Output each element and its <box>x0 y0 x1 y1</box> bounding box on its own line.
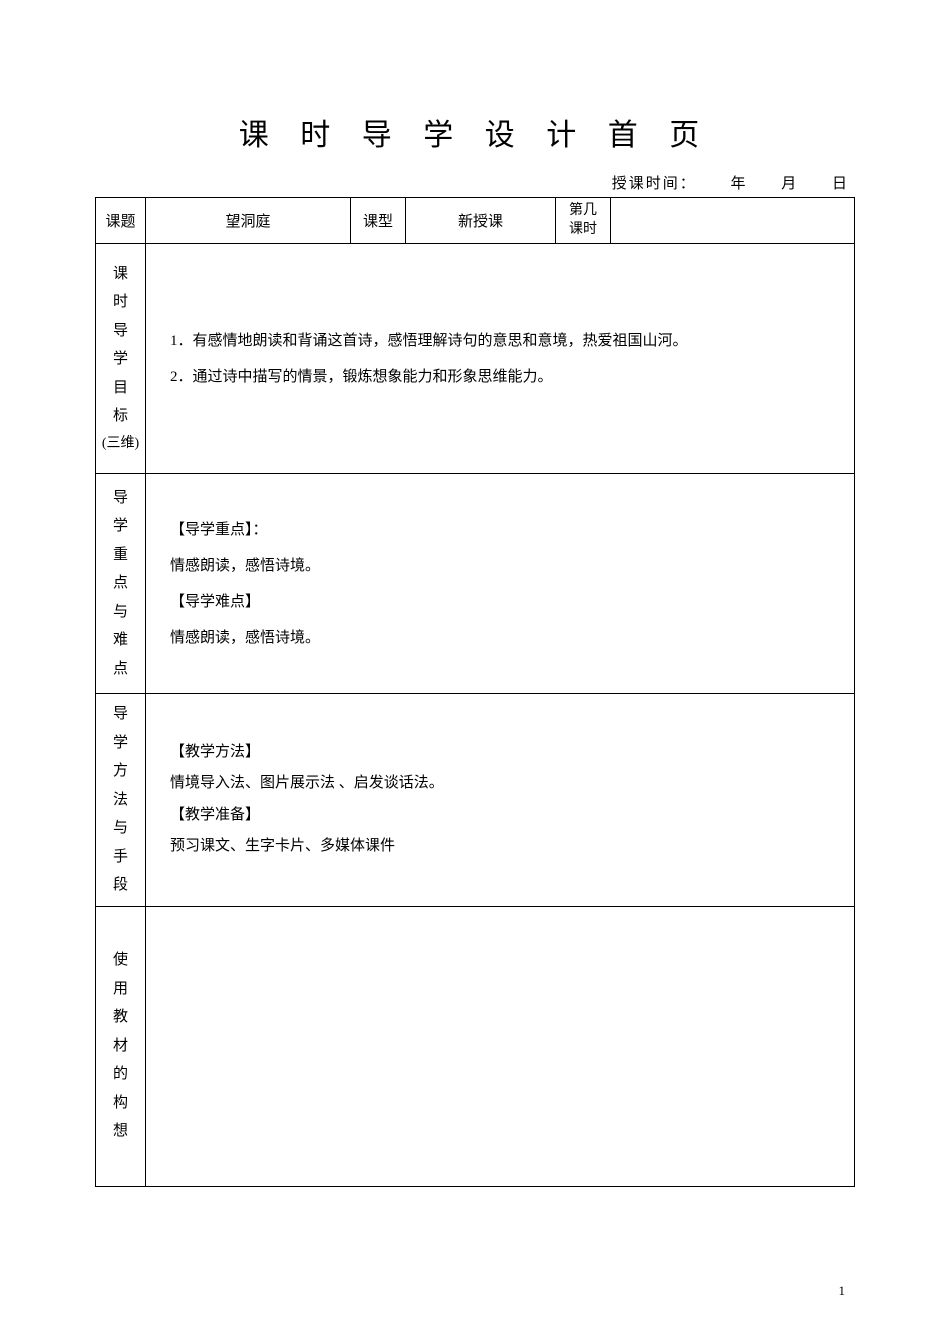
time-year-label: 年 <box>730 176 747 192</box>
time-prefix: 授课时间： <box>612 176 697 192</box>
row-material-concept: 使 用 教 材 的 构 想 <box>96 906 855 1186</box>
label-material-concept: 使 用 教 材 的 构 想 <box>96 906 146 1186</box>
content-material-concept <box>146 906 855 1186</box>
label-methods: 导 学 方 法 与 手 段 <box>96 694 146 907</box>
hdr-period-label-l1: 第几 <box>569 203 597 218</box>
hdr-period-label: 第几 课时 <box>556 198 611 244</box>
methods-line: 【教学方法】 <box>170 737 830 769</box>
hdr-topic-label: 课题 <box>96 198 146 244</box>
hdr-type-value: 新授课 <box>406 198 556 244</box>
methods-line: 预习课文、生字卡片、多媒体课件 <box>170 831 830 863</box>
time-day-label: 日 <box>832 176 849 192</box>
row-key-difficult: 导 学 重 点 与 难 点 【导学重点】： 情感朗读，感悟诗境。 【导学难点】 … <box>96 474 855 694</box>
methods-line: 情境导入法、图片展示法 、启发谈话法。 <box>170 768 830 800</box>
goals-line: 2．通过诗中描写的情景，锻炼想象能力和形象思维能力。 <box>170 359 830 395</box>
hdr-period-value <box>611 198 855 244</box>
label-goals: 课 时 导 学 目 标 (三维) <box>96 244 146 474</box>
hdr-type-label: 课型 <box>351 198 406 244</box>
keydiff-line: 情感朗读，感悟诗境。 <box>170 548 830 584</box>
page-number: 1 <box>839 1283 846 1299</box>
methods-line: 【教学准备】 <box>170 800 830 832</box>
goals-line: 1．有感情地朗读和背诵这首诗，感悟理解诗句的意思和意境，热爱祖国山河。 <box>170 323 830 359</box>
row-goals: 课 时 导 学 目 标 (三维) 1．有感情地朗读和背诵这首诗，感悟理解诗句的意… <box>96 244 855 474</box>
lesson-table: 课题 望洞庭 课型 新授课 第几 课时 课 时 导 学 目 标 (三维) 1．有… <box>95 197 855 1187</box>
keydiff-line: 情感朗读，感悟诗境。 <box>170 620 830 656</box>
keydiff-line: 【导学重点】： <box>170 512 830 548</box>
content-methods: 【教学方法】 情境导入法、图片展示法 、启发谈话法。 【教学准备】 预习课文、生… <box>146 694 855 907</box>
keydiff-line: 【导学难点】 <box>170 584 830 620</box>
hdr-topic-value: 望洞庭 <box>146 198 351 244</box>
lesson-design-page: 课 时 导 学 设 计 首 页 授课时间： 年 月 日 课题 望洞庭 课型 新授… <box>0 0 945 1337</box>
teaching-time-line: 授课时间： 年 月 日 <box>95 172 855 193</box>
label-key-difficult: 导 学 重 点 与 难 点 <box>96 474 146 694</box>
page-title: 课 时 导 学 设 计 首 页 <box>95 110 855 154</box>
table-header-row: 课题 望洞庭 课型 新授课 第几 课时 <box>96 198 855 244</box>
hdr-period-label-l2: 课时 <box>569 222 597 237</box>
time-month-label: 月 <box>781 176 798 192</box>
row-methods: 导 学 方 法 与 手 段 【教学方法】 情境导入法、图片展示法 、启发谈话法。… <box>96 694 855 907</box>
content-key-difficult: 【导学重点】： 情感朗读，感悟诗境。 【导学难点】 情感朗读，感悟诗境。 <box>146 474 855 694</box>
content-goals: 1．有感情地朗读和背诵这首诗，感悟理解诗句的意思和意境，热爱祖国山河。 2．通过… <box>146 244 855 474</box>
